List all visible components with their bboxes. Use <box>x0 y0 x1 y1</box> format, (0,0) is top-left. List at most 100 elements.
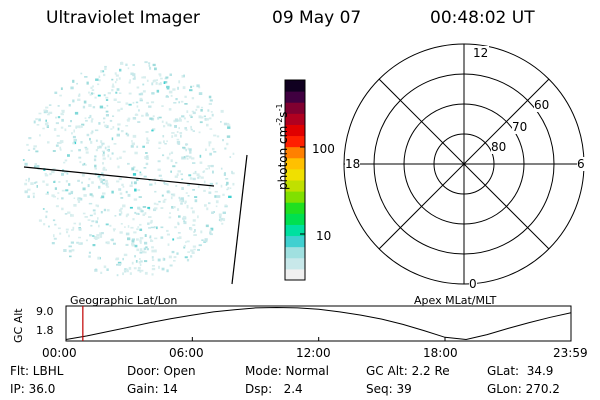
emission-dot <box>142 90 146 93</box>
emission-dot <box>226 135 231 138</box>
emission-dot <box>156 226 158 230</box>
emission-dot <box>125 63 128 66</box>
emission-dot <box>26 143 29 146</box>
emission-dot <box>218 213 222 217</box>
emission-dot <box>114 72 117 75</box>
emission-dot <box>76 241 80 244</box>
emission-dot <box>94 129 99 132</box>
emission-dot <box>226 188 229 191</box>
emission-dot <box>161 120 164 123</box>
emission-dot <box>192 162 196 164</box>
emission-dot <box>95 204 98 207</box>
emission-dot <box>95 149 98 152</box>
emission-dot <box>183 246 186 249</box>
colorbar-label-exp1: -2 <box>275 117 284 126</box>
emission-dot <box>120 223 123 225</box>
emission-dot <box>128 266 132 270</box>
emission-dot <box>82 105 86 109</box>
emission-dot <box>212 170 214 174</box>
emission-dot <box>167 123 171 127</box>
emission-dot <box>139 240 142 244</box>
emission-dot <box>208 202 211 205</box>
colorbar-cell <box>285 124 305 137</box>
emission-dot <box>208 191 212 194</box>
emission-dot <box>106 186 110 188</box>
emission-dot <box>215 200 219 204</box>
emission-dot <box>154 207 158 210</box>
emission-dot <box>132 218 135 221</box>
emission-dot <box>216 135 220 138</box>
emission-dot <box>181 115 185 118</box>
emission-dot <box>170 196 173 200</box>
emission-dot <box>131 243 135 247</box>
emission-dot <box>88 255 91 258</box>
emission-dot <box>101 150 105 153</box>
timeline-plot <box>65 305 572 342</box>
emission-dot <box>118 177 122 181</box>
emission-dot <box>118 77 121 80</box>
emission-dot <box>53 128 57 131</box>
emission-dot <box>32 192 35 195</box>
emission-dot <box>60 112 64 115</box>
emission-dot <box>48 225 50 228</box>
emission-dot <box>45 110 49 113</box>
emission-dot <box>220 184 223 188</box>
emission-dot <box>109 157 112 160</box>
emission-dot <box>149 117 153 120</box>
emission-dot <box>119 231 123 234</box>
emission-dot <box>149 183 153 186</box>
emission-dot <box>205 168 209 170</box>
emission-dot <box>43 109 47 111</box>
emission-dot <box>113 229 115 232</box>
timeline-frame <box>65 305 572 342</box>
emission-dot <box>101 195 105 199</box>
emission-dot <box>211 147 215 151</box>
emission-dot <box>150 239 153 242</box>
emission-dot <box>198 175 201 178</box>
emission-dot <box>166 190 170 193</box>
emission-dot <box>131 261 134 265</box>
emission-dot <box>42 208 45 210</box>
emission-dot <box>70 213 73 217</box>
emission-dot <box>116 263 120 266</box>
colorbar-cell <box>285 157 305 170</box>
emission-dot <box>178 80 181 84</box>
emission-dot <box>209 231 212 235</box>
emission-dot <box>117 127 120 131</box>
emission-dot <box>154 182 157 185</box>
emission-dot <box>226 142 229 146</box>
emission-dot <box>207 109 210 112</box>
emission-dot <box>136 238 139 241</box>
emission-dot <box>149 235 152 239</box>
emission-dot <box>151 249 155 253</box>
emission-dot <box>183 74 185 77</box>
emission-dot <box>209 152 212 156</box>
emission-dot <box>83 162 86 166</box>
emission-dot <box>174 134 178 137</box>
emission-dot <box>166 229 169 232</box>
emission-dot <box>109 224 112 227</box>
emission-dot <box>168 108 172 111</box>
emission-dot <box>107 154 110 158</box>
emission-dot <box>113 242 116 245</box>
emission-dot <box>168 255 172 259</box>
emission-dot <box>54 91 58 94</box>
emission-dot <box>221 217 224 220</box>
emission-dot <box>210 227 214 231</box>
emission-dot <box>111 190 114 194</box>
emission-dot <box>55 144 59 147</box>
emission-dot <box>157 168 161 171</box>
emission-dot <box>86 133 90 137</box>
emission-dot <box>146 155 149 158</box>
emission-dot <box>170 151 174 154</box>
emission-dot <box>93 158 97 162</box>
emission-dot <box>135 212 139 215</box>
emission-dot <box>113 143 117 145</box>
emission-dot <box>96 234 100 237</box>
emission-dot <box>164 143 167 145</box>
emission-dot <box>59 146 62 150</box>
emission-dot <box>42 127 45 130</box>
emission-dot <box>132 73 136 77</box>
emission-dot <box>34 163 37 166</box>
emission-dot <box>28 137 32 140</box>
